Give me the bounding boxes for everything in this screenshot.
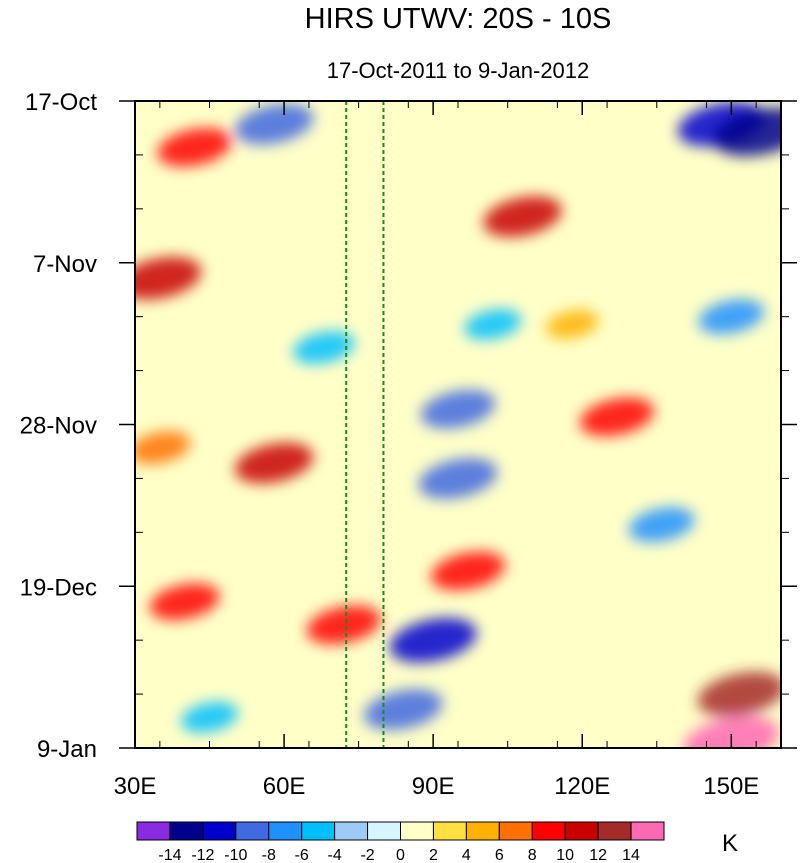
colorbar-label-12: 10: [556, 847, 574, 863]
colorbar-label-2: -10: [224, 847, 247, 863]
colorbar-swatch-13: [564, 821, 599, 841]
x-tick-label-2: 90E: [412, 773, 455, 800]
field-feature-10: [713, 107, 781, 157]
colorbar-swatch-9: [432, 821, 467, 841]
colorbar-label-14: 14: [622, 847, 640, 863]
field-feature-11: [234, 103, 314, 145]
x-tick-label-0: 30E: [114, 773, 157, 800]
field-feature-20: [149, 583, 220, 621]
colorbar-swatch-12: [531, 821, 566, 841]
plot-area: [135, 101, 781, 748]
colorbar-swatch-2: [202, 821, 237, 841]
colorbar-label-11: 8: [528, 847, 537, 863]
field-feature-12: [418, 458, 498, 499]
reference-lines: [345, 101, 385, 748]
colorbar-swatch-4: [268, 821, 303, 841]
x-tick-label-3: 120E: [554, 773, 610, 800]
colorbar-swatch-15: [630, 821, 665, 841]
colorbar-label-7: 0: [396, 847, 405, 863]
colorbar-swatch-0: [136, 821, 171, 841]
colorbar-label-0: -14: [158, 847, 181, 863]
colorbar-label-3: -8: [262, 847, 276, 863]
field-feature-0: [157, 127, 232, 167]
colorbar-label-8: 2: [429, 847, 438, 863]
field-feature-4: [579, 397, 655, 437]
field-feature-19: [135, 431, 191, 465]
colorbar: -14 -12 -10 -8 -6 -4 -2 0 2 4 6 8 10 12 14: [136, 821, 665, 863]
field-feature-6: [430, 551, 506, 591]
field-feature-2: [483, 196, 562, 237]
field-feature-15: [420, 389, 496, 429]
y-tick-label-1: 7-Nov: [33, 251, 97, 278]
y-tick-label-3: 19-Dec: [20, 574, 97, 601]
field-feature-18: [628, 507, 695, 543]
colorbar-unit: K: [722, 830, 738, 857]
colorbar-label-9: 4: [462, 847, 471, 863]
colorbar-label-4: -6: [295, 847, 309, 863]
field-feature-13: [389, 617, 477, 663]
colorbar-swatch-6: [334, 821, 369, 841]
colorbar-label-1: -12: [191, 847, 214, 863]
field-feature-23: [181, 701, 239, 733]
colorbar-swatch-10: [465, 821, 500, 841]
field-feature-1: [135, 256, 202, 300]
y-tick-label-2: 28-Nov: [20, 413, 97, 440]
field-blobs: [135, 101, 781, 748]
field-feature-16: [293, 331, 355, 364]
field-feature-5: [306, 605, 381, 645]
colorbar-swatch-3: [235, 821, 270, 841]
field-feature-3: [234, 442, 314, 484]
colorbar-swatch-7: [367, 821, 401, 841]
chart-subtitle: 17-Oct-2011 to 9-Jan-2012: [327, 58, 590, 83]
colorbar-swatch-11: [498, 821, 533, 841]
x-tick-label-1: 60E: [263, 773, 306, 800]
colorbar-label-5: -4: [328, 847, 342, 863]
x-axis: 30E 60E 90E 120E 150E: [114, 101, 759, 800]
chart-title: HIRS UTWV: 20S - 10S: [305, 3, 612, 35]
field-feature-22: [464, 308, 522, 340]
field-feature-7: [697, 671, 781, 717]
y-tick-label-0: 17-Oct: [25, 89, 97, 116]
field-feature-17: [698, 299, 765, 335]
x-tick-label-4: 150E: [703, 773, 759, 800]
colorbar-swatch-14: [597, 821, 632, 841]
colorbar-swatch-1: [169, 821, 204, 841]
y-axis: 17-Oct 7-Nov 28-Nov 19-Dec 9-Jan: [20, 89, 797, 763]
colorbar-swatch-5: [301, 821, 336, 841]
field-feature-21: [545, 309, 599, 339]
colorbar-label-6: -2: [360, 847, 374, 863]
y-tick-label-4: 9-Jan: [37, 736, 97, 763]
colorbar-label-13: 12: [589, 847, 607, 863]
colorbar-label-10: 6: [495, 847, 504, 863]
colorbar-swatch-8: [400, 821, 434, 841]
